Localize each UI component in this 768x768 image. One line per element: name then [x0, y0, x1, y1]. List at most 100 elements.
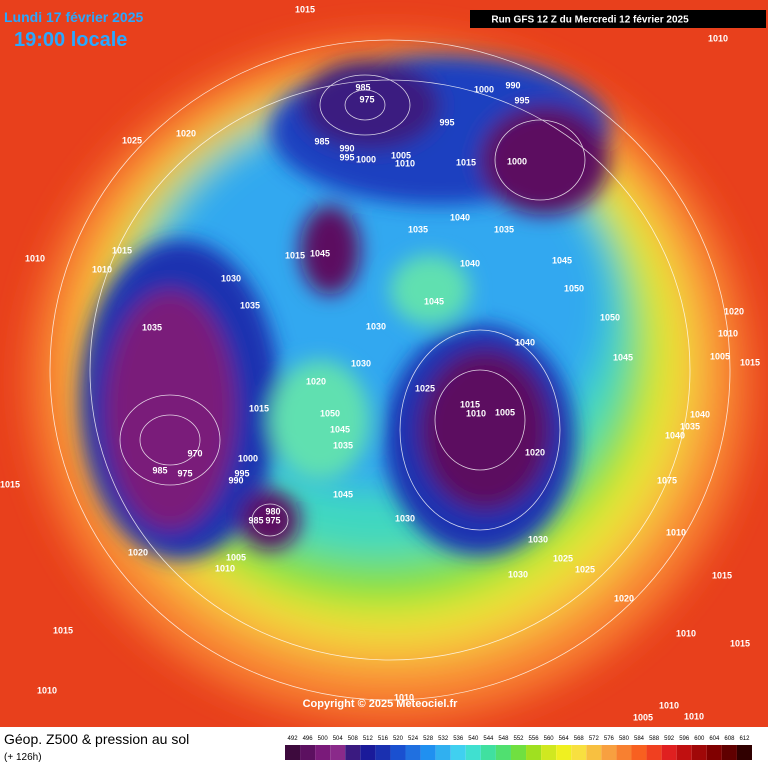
legend-swatch	[300, 745, 316, 760]
isobar-label: 1010	[394, 692, 414, 702]
isobar-label: 1045	[552, 255, 572, 265]
legend-swatch	[465, 745, 481, 760]
legend-label: 608	[724, 736, 735, 742]
isobar-label: 1010	[659, 700, 679, 710]
isobar-label: 1035	[240, 300, 260, 310]
isobar-label: 1015	[456, 157, 476, 167]
isobar-label: 1015	[249, 403, 269, 413]
legend-swatch	[586, 745, 602, 760]
isobar-label: 1030	[351, 358, 371, 368]
legend-label: 560	[544, 736, 555, 742]
isobar-label: 1005	[495, 407, 515, 417]
isobar-label: 1075	[657, 475, 677, 485]
isobar-label: 1010	[718, 328, 738, 338]
isobar-label: 1030	[221, 273, 241, 283]
isobar-label: 985	[314, 136, 329, 146]
isobar-label: 1020	[306, 376, 326, 386]
isobar-label: 1035	[408, 224, 428, 234]
isobar-label: 1000	[474, 84, 494, 94]
isobar-label: 1025	[415, 383, 435, 393]
legend-label: 604	[709, 736, 720, 742]
isobar-label: 1010	[708, 33, 728, 43]
isobar-label: 985	[355, 82, 370, 92]
legend-label: 592	[664, 736, 675, 742]
legend-swatch	[541, 745, 557, 760]
legend-swatch	[330, 745, 346, 760]
isobar-label: 1050	[564, 283, 584, 293]
isobar-label: 1020	[176, 128, 196, 138]
legend-label: 552	[513, 736, 524, 742]
isobar-label: 1015	[740, 357, 760, 367]
isobar-label: 1045	[613, 352, 633, 362]
isobar-label: 1025	[575, 564, 595, 574]
legend-swatch	[480, 745, 496, 760]
isobar-label: 985	[152, 465, 167, 475]
legend-label: 572	[589, 736, 600, 742]
isobar-label: 1040	[460, 258, 480, 268]
isobar-label: 995	[339, 152, 354, 162]
legend-swatch	[450, 745, 466, 760]
isobar-label: 975	[177, 468, 192, 478]
isobar-label: 1010	[666, 527, 686, 537]
legend-swatch	[646, 745, 662, 760]
isobar-label: 1010	[466, 408, 486, 418]
isobar-label: 1045	[424, 296, 444, 306]
isobar-label: 1005	[633, 712, 653, 722]
isobar-label: 995	[439, 117, 454, 127]
isobar-label: 990	[339, 143, 354, 153]
isobar-label: 1025	[553, 553, 573, 563]
isobar-label: 990	[228, 475, 243, 485]
isobar-label: 1000	[356, 154, 376, 164]
isobar-label: 1010	[92, 264, 112, 274]
isobar-label: 1030	[528, 534, 548, 544]
isobar-label: 990	[505, 80, 520, 90]
legend-label: 524	[408, 736, 419, 742]
legend-swatch	[495, 745, 511, 760]
legend-label: 580	[619, 736, 630, 742]
isobar-label: 1035	[333, 440, 353, 450]
isobar-label: 970	[187, 448, 202, 458]
legend-swatch	[285, 745, 301, 760]
legend-label: 504	[333, 736, 344, 742]
isobar-label: 1050	[600, 312, 620, 322]
isobar-label: 1015	[53, 625, 73, 635]
isobar-label: 1045	[330, 424, 350, 434]
legend-label: 596	[679, 736, 690, 742]
legend-label: 516	[378, 736, 389, 742]
legend-label: 508	[348, 736, 359, 742]
isobar-label: 995	[234, 468, 249, 478]
legend-swatch	[691, 745, 707, 760]
isobar-label: 1005	[391, 150, 411, 160]
isobar-label: 1010	[25, 253, 45, 263]
isobar-label: 1040	[690, 409, 710, 419]
legend-swatch	[405, 745, 421, 760]
isobar-label: 995	[514, 95, 529, 105]
legend-label: 576	[604, 736, 615, 742]
legend-swatch	[616, 745, 632, 760]
legend-label: 588	[649, 736, 660, 742]
legend-label: 584	[634, 736, 645, 742]
legend-label: 564	[559, 736, 570, 742]
field	[0, 0, 768, 727]
date: Lundi 17 février 2025	[4, 9, 144, 25]
isobar-label: 1020	[525, 447, 545, 457]
legend-swatch	[526, 745, 542, 760]
legend-swatch	[736, 745, 752, 760]
isobar-label: 1015	[112, 245, 132, 255]
isobar-label: 1025	[122, 135, 142, 145]
isobar-label: 1005	[710, 351, 730, 361]
legend-label: 532	[438, 736, 449, 742]
legend-label: 512	[363, 736, 374, 742]
legend-label: 612	[739, 736, 750, 742]
legend-swatch	[661, 745, 677, 760]
isobar-label: 985	[248, 515, 263, 525]
legend-label: 548	[498, 736, 509, 742]
isobar-label: 1015	[295, 4, 315, 14]
isobar-label: 1030	[508, 569, 528, 579]
isobar-label: 1010	[37, 685, 57, 695]
legend-swatch	[556, 745, 572, 760]
isobar-label: 1035	[494, 224, 514, 234]
isobar-label: 1010	[215, 563, 235, 573]
isobar-label: 1040	[515, 337, 535, 347]
isobar-label: 1000	[238, 453, 258, 463]
